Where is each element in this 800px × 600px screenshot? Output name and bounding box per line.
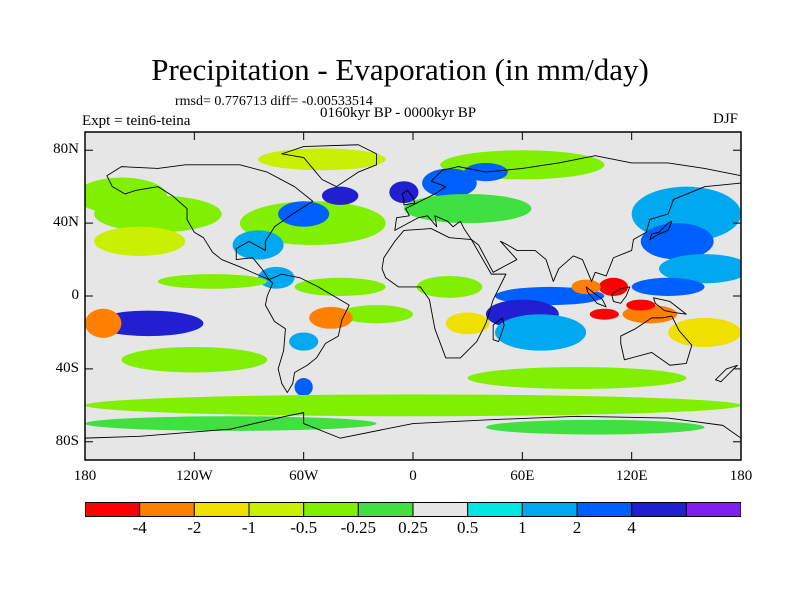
field-patch: [258, 148, 386, 171]
coastline-antarctica: [85, 412, 741, 460]
field-patch: [94, 195, 222, 233]
y-tick-label: 40S: [55, 359, 79, 376]
field-patch: [85, 394, 741, 417]
coastline-north-america: [106, 164, 314, 281]
coastlines: [85, 144, 741, 460]
y-tick-label: 40N: [53, 214, 79, 231]
x-tick-label: 120W: [175, 468, 213, 484]
colorbar-label: 2: [572, 518, 582, 537]
field-patch: [232, 230, 284, 260]
coastline-madagascar: [492, 317, 505, 343]
colorbar-box: [248, 502, 305, 517]
colorbar-box: [685, 502, 741, 517]
colorbar-label: -4: [132, 518, 147, 537]
coastline-south-america: [264, 273, 350, 394]
field-patch: [589, 308, 619, 320]
colorbar-box: [85, 502, 141, 517]
field-patch: [294, 277, 386, 296]
field-patch: [389, 181, 419, 204]
rmsd-diff-stats: rmsd= 0.776713 diff= -0.00533514: [175, 94, 373, 109]
field-patch: [659, 254, 741, 284]
field-patch: [94, 310, 204, 337]
y-tick-label: 80S: [55, 432, 79, 449]
field-patch: [598, 277, 629, 296]
field-patch: [495, 314, 587, 351]
field-patch: [121, 347, 268, 373]
colorbar-box: [521, 502, 578, 517]
x-tick-label: 60E: [510, 468, 535, 484]
x-tick-label: 180: [73, 468, 97, 484]
field-patch: [94, 226, 186, 256]
coastline-british-isles: [401, 189, 416, 206]
field-patch: [309, 306, 353, 329]
coastline-australia: [620, 315, 693, 366]
colorbar-box: [139, 502, 195, 517]
colorbar-box: [412, 502, 469, 517]
colorbar-box: [467, 502, 523, 517]
x-tick-label: 120E: [615, 468, 648, 484]
field-patch: [668, 317, 741, 348]
period-label: 0160kyr BP - 0000kyr BP: [320, 105, 477, 121]
field-patch: [157, 274, 268, 289]
coastline-greenland: [281, 144, 378, 188]
coastline-new-guinea: [653, 297, 687, 315]
field-patch: [403, 193, 532, 224]
colorbar-label: -1: [241, 518, 257, 537]
x-tick-label: 180: [729, 468, 753, 484]
coastline-japan: [649, 220, 673, 240]
y-tick-label: 80N: [53, 141, 79, 158]
colorbar-box: [576, 502, 633, 517]
colorbar-label: 0.5: [457, 518, 479, 537]
colorbar-box: [357, 502, 414, 517]
field-patch: [467, 367, 687, 389]
colorbar-label: 4: [627, 518, 636, 537]
chart-title: Precipitation - Evaporation (in mm/day): [151, 52, 649, 87]
axis-ticks: [84, 132, 742, 460]
coastline-africa: [381, 228, 507, 359]
field-patch: [340, 305, 413, 324]
precip-evap-field: [85, 148, 741, 435]
field-patch: [626, 299, 656, 311]
field-patch: [640, 223, 714, 260]
colorbar-box: [631, 502, 687, 517]
field-patch: [85, 308, 122, 338]
y-tick-label: 0: [71, 287, 80, 303]
colorbar-label: 0.25: [398, 518, 428, 537]
x-tick-label: 0: [409, 468, 417, 484]
field-patch: [321, 186, 359, 205]
field-patch: [416, 275, 483, 298]
field-patch: [294, 378, 313, 397]
colorbar-label: -2: [187, 518, 202, 537]
field-patch: [258, 266, 295, 289]
field-patch: [289, 332, 319, 351]
colorbar-label: -0.25: [340, 518, 377, 537]
field-patch: [278, 201, 330, 227]
colorbar: [85, 502, 741, 517]
field-patch: [631, 277, 705, 296]
colorbar-label: -0.5: [290, 518, 318, 537]
coastline-eurasia: [394, 155, 741, 282]
field-patch: [422, 168, 477, 198]
x-tick-label: 60W: [289, 468, 319, 484]
colorbar-label: 1: [518, 518, 527, 537]
field-patch: [445, 312, 490, 335]
experiment-label: Expt = tein6-teina: [82, 113, 191, 129]
colorbar-box: [193, 502, 250, 517]
field-patch: [485, 419, 705, 435]
coastline-indonesia-sumatra: [585, 286, 607, 308]
season-label: DJF: [712, 111, 738, 127]
colorbar-box: [303, 502, 359, 517]
coastline-borneo: [611, 286, 631, 304]
